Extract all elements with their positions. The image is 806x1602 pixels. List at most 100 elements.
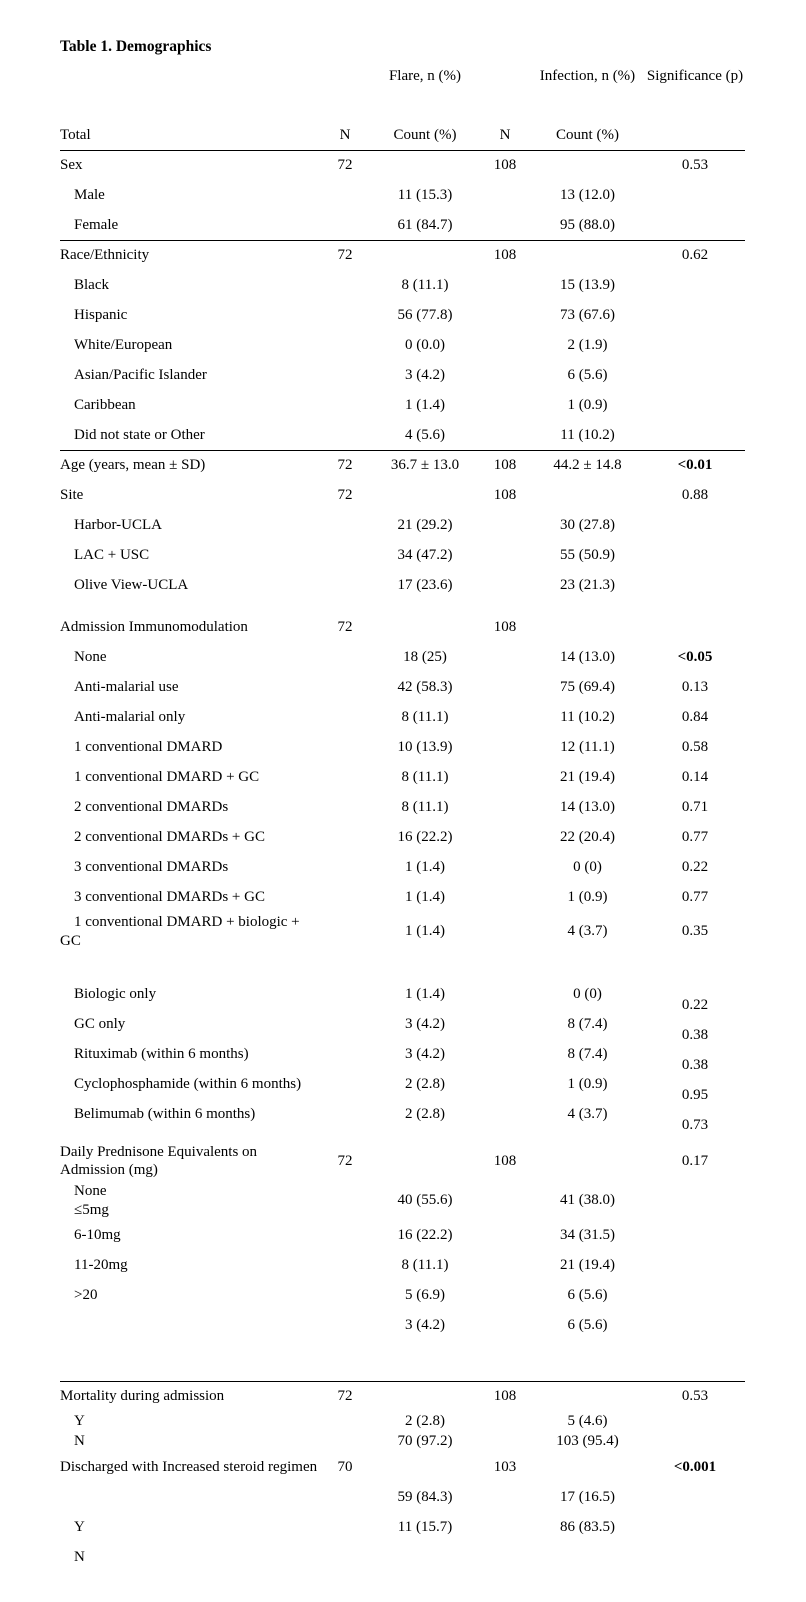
table-row: 59 (84.3) 17 (16.5) (60, 1482, 745, 1512)
row-label: Anti-malarial use (74, 678, 179, 695)
demographics-table: Flare, n (%) Infection, n (%) Significan… (60, 66, 745, 1572)
significance-value: 0.95 (681, 1087, 709, 1104)
flare-count-value: 1 (1.4) (405, 858, 445, 875)
row-label: Belimumab (within 6 months) (74, 1106, 256, 1123)
flare-count-value: 8 (11.1) (401, 1257, 449, 1274)
infection-n-value (480, 716, 530, 718)
infection-n-value (480, 434, 530, 436)
infection-n-value (480, 1556, 530, 1558)
infection-count-value: 44.2 ± 14.8 (553, 457, 622, 474)
infection-count-value: 103 (95.4) (556, 1433, 619, 1450)
flare-n-value (320, 404, 370, 406)
significance-value (645, 1441, 745, 1443)
significance-value (645, 1526, 745, 1528)
row-label: Rituximab (within 6 months) (74, 1046, 249, 1063)
infection-count-value: 1 (0.9) (567, 396, 608, 413)
row-label: Sex (60, 157, 83, 174)
infection-n-value (480, 806, 530, 808)
infection-count-value: 1 (0.9) (567, 888, 608, 905)
infection-count-value: 4 (3.7) (567, 923, 608, 940)
flare-count-value: 11 (15.7) (397, 1518, 453, 1535)
significance-value: 0.84 (681, 708, 709, 725)
table-row: Rituximab (within 6 months) 3 (4.2) 8 (7.4… (60, 1040, 745, 1073)
table-title: Table 1. Demographics (60, 38, 212, 55)
flare-n-value (320, 716, 370, 718)
table-row: Olive View-UCLA 17 (23.6) 23 (21.3) (60, 570, 745, 600)
flare-n-value (320, 1295, 370, 1297)
row-label: Discharged with Increased steroid regime… (60, 1458, 318, 1475)
table-row: Cyclophosphamide (within 6 months) 2 (2.8… (60, 1070, 745, 1103)
flare-n-value (320, 836, 370, 838)
infection-n-value (480, 224, 530, 226)
infection-count-value: 15 (13.9) (560, 276, 615, 293)
table-row: Biologic only 1 (1.4) 0 (0) 0.22 (60, 980, 745, 1013)
table-row: 2 conventional DMARDs + GC 16 (22.2) 22 (2… (60, 822, 745, 852)
significance-value: 0.35 (681, 923, 709, 940)
infection-count-value: 41 (38.0) (560, 1192, 615, 1209)
infection-count-value: 73 (67.6) (560, 306, 615, 323)
flare-n-value (320, 224, 370, 226)
significance-value (645, 1295, 745, 1297)
infection-n-value: 108 (493, 618, 517, 635)
flare-n-value (320, 554, 370, 556)
row-label (60, 1496, 320, 1498)
header-spacer (480, 66, 530, 68)
infection-n-value (480, 374, 530, 376)
flare-count-value: 10 (13.9) (397, 738, 453, 755)
infection-n-value: 108 (493, 486, 517, 503)
flare-count-value: 42 (58.3) (397, 678, 453, 695)
significance-value (645, 1200, 745, 1202)
row-label: Anti-malarial only (74, 708, 186, 725)
flare-n-value (320, 284, 370, 286)
flare-count-value: 2 (2.8) (405, 1106, 445, 1123)
table-row: Female 61 (84.7) 95 (88.0) (60, 210, 745, 240)
significance-value: 0.38 (681, 1027, 709, 1044)
flare-count-value: 36.7 ± 13.0 (390, 457, 460, 474)
header-infection-group: Infection, n (%) (539, 68, 636, 84)
infection-n-value: 108 (493, 1387, 517, 1404)
table-row: Hispanic 56 (77.8) 73 (67.6) (60, 300, 745, 330)
significance-value: 0.22 (681, 997, 709, 1014)
table-row: Harbor-UCLA 21 (29.2) 30 (27.8) (60, 510, 745, 540)
flare-n-value (320, 1420, 370, 1422)
flare-n-value (320, 1325, 370, 1327)
row-label: 3 conventional DMARDs + GC (74, 888, 265, 905)
row-label: N (74, 1433, 85, 1450)
significance-value (645, 626, 745, 628)
infection-n-value (480, 584, 530, 586)
flare-count-value: 8 (11.1) (401, 276, 449, 293)
table-header-columns: Total N Count (%) N Count (%) (60, 118, 745, 150)
row-label: 2 conventional DMARDs + GC (74, 828, 265, 845)
flare-n-value (320, 866, 370, 868)
header-spacer (645, 144, 745, 146)
infection-count-value: 1 (0.9) (567, 1076, 608, 1093)
row-label: None ≤5mg (74, 1183, 109, 1218)
significance-value (645, 434, 745, 436)
infection-n-value (480, 554, 530, 556)
row-label: Age (years, mean ± SD) (60, 457, 206, 474)
flare-n-value (320, 1084, 370, 1086)
table-row: Did not state or Other 4 (5.6) 11 (10.2) (60, 420, 745, 450)
infection-n-value (480, 194, 530, 196)
table-row: Y 2 (2.8) 5 (4.6) (60, 1411, 745, 1432)
infection-count-value (530, 1395, 645, 1397)
row-label: Daily Prednisone Equivalents on Admissio… (60, 1143, 258, 1179)
header-flare-count: Count (%) (393, 127, 457, 144)
table-row: >20 5 (6.9) 6 (5.6) (60, 1281, 745, 1311)
significance-value (645, 1325, 745, 1327)
flare-count-value: 2 (2.8) (405, 1076, 445, 1093)
table-row: Sex 72 108 0.53 (60, 150, 745, 180)
infection-count-value: 13 (12.0) (560, 186, 615, 203)
flare-count-value: 3 (4.2) (405, 1317, 445, 1334)
row-label: Asian/Pacific Islander (74, 366, 207, 383)
flare-count-value: 70 (97.2) (397, 1433, 453, 1450)
row-label: Did not state or Other (74, 426, 205, 443)
flare-count-value: 1 (1.4) (405, 986, 445, 1003)
infection-count-value: 17 (16.5) (560, 1488, 615, 1505)
infection-count-value: 12 (11.1) (560, 738, 615, 755)
infection-count-value (530, 1466, 645, 1468)
infection-n-value (480, 524, 530, 526)
infection-n-value (480, 1441, 530, 1443)
header-flare-group: Flare, n (%) (388, 68, 462, 84)
header-infection-n: N (499, 127, 511, 144)
